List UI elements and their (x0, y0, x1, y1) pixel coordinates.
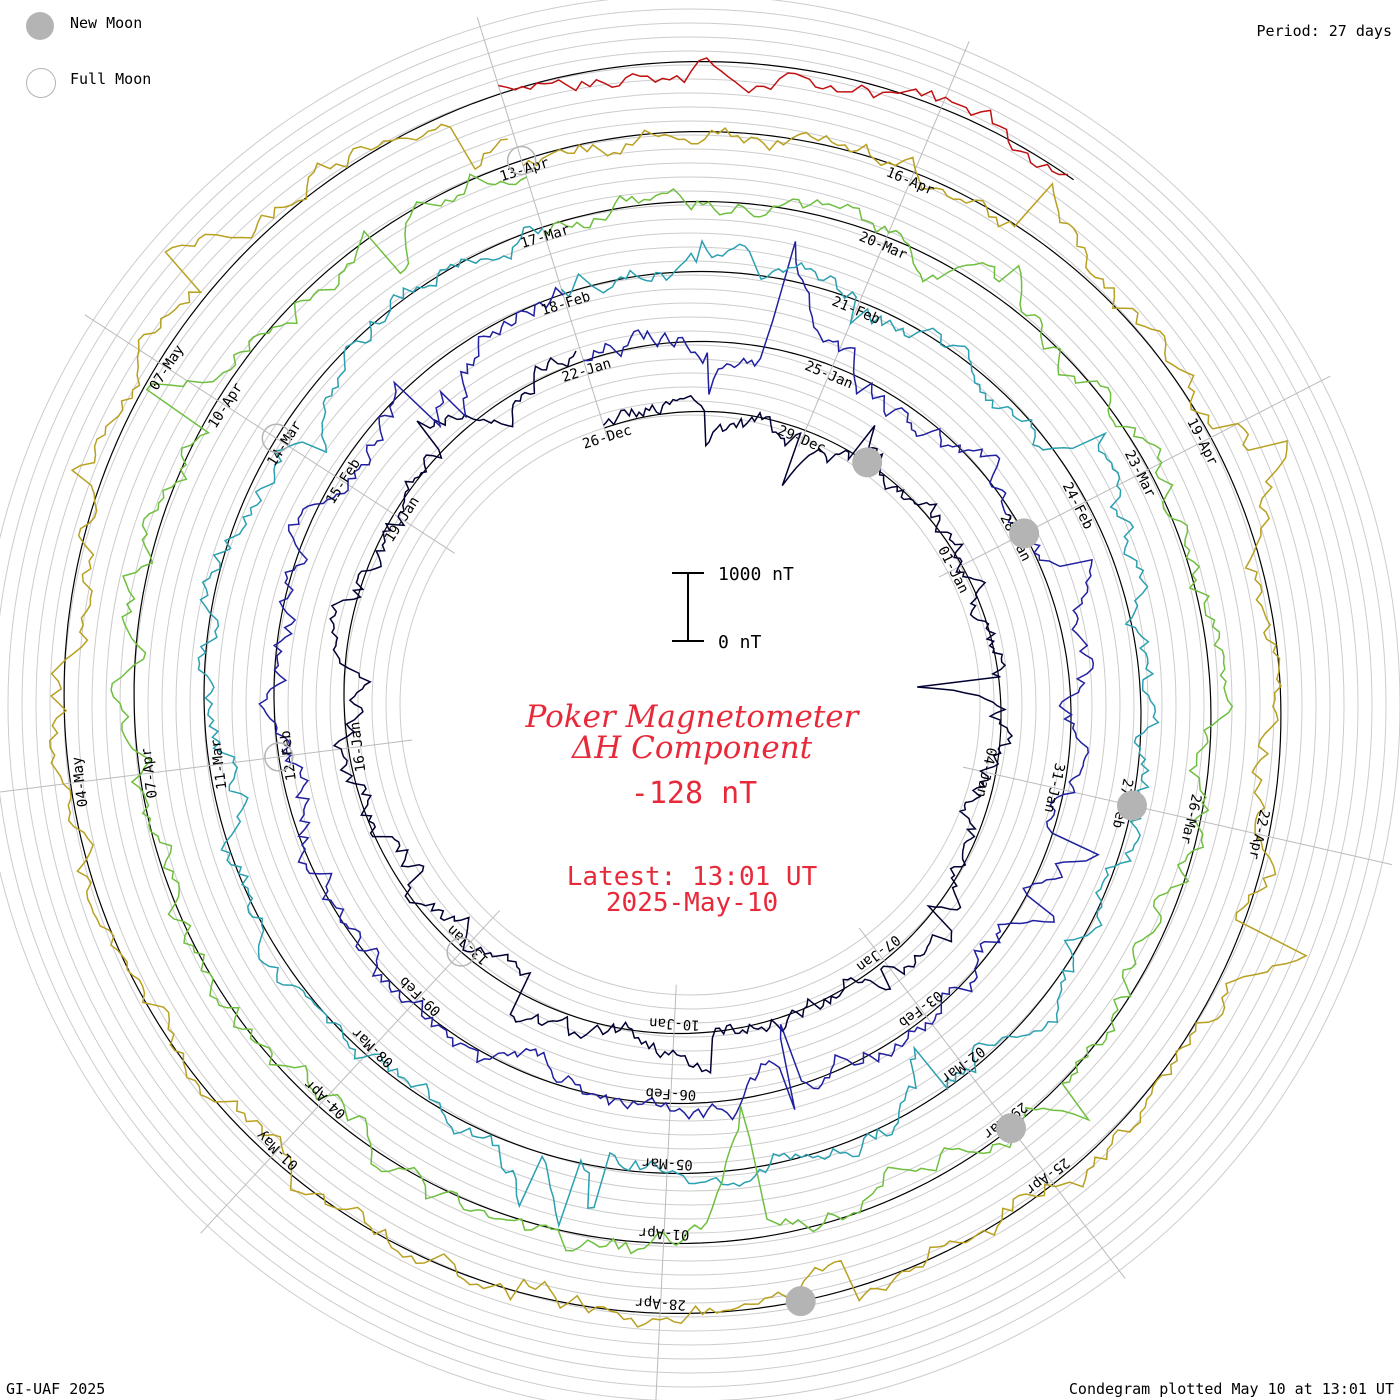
date-label: 12-Feb (278, 730, 300, 782)
new-moon-marker (1009, 518, 1040, 549)
grid-spoke (0, 739, 413, 793)
baseline-spiral (63, 61, 1282, 1314)
date-label: 10-Jan (649, 1014, 700, 1032)
series-line-2 (258, 241, 1100, 1121)
series-line-6 (498, 57, 1069, 176)
grid-spoke (962, 766, 1393, 866)
date-label: 29-Dec (775, 423, 828, 457)
legend-full-moon: Full Moon (26, 68, 151, 98)
date-label: 01-Apr (638, 1224, 689, 1242)
series-line-5 (48, 123, 1308, 1328)
full-moon-marker (506, 145, 537, 176)
grid-spoke (200, 910, 501, 1234)
grid-spoke (476, 17, 608, 438)
series-line-1 (329, 350, 1014, 1075)
grid-circle (357, 372, 1023, 1038)
grid-circle (77, 92, 1303, 1318)
date-label: 06-Feb (645, 1084, 696, 1102)
date-label: 01-Jan (934, 544, 971, 596)
grid-spoke (938, 375, 1331, 578)
scale-bar-top-label: 1000 nT (718, 564, 794, 585)
grid-circle (7, 22, 1373, 1388)
legend-new-moon: New Moon (26, 12, 142, 40)
new-moon-icon (26, 12, 54, 40)
grid-circle (175, 190, 1205, 1220)
grid-circle (399, 414, 981, 996)
grid-circle (49, 64, 1331, 1346)
date-label: 25-Apr (1022, 1154, 1072, 1197)
center-title-block: Poker Magnetometer ΔH Component -128 nT … (525, 699, 861, 918)
grid-circle (21, 36, 1359, 1374)
current-value: -128 nT (631, 776, 757, 811)
date-label: 16-Apr (884, 164, 937, 198)
date-label: 01-May (254, 1127, 302, 1173)
latest-date: 2025-May-10 (606, 888, 778, 918)
date-label: 03-Feb (895, 987, 945, 1030)
date-label: 11-Mar (208, 738, 230, 790)
date-label: 16-Jan (347, 721, 369, 773)
series-layer (48, 57, 1308, 1328)
scale-bar: 1000 nT 0 nT (672, 564, 794, 653)
date-label: 09-Feb (396, 973, 444, 1019)
date-label: 02-Mar (938, 1043, 988, 1086)
date-label: 04-May (69, 756, 91, 808)
footer-plotted: Condegram plotted May 10 at 13:01 UT (1068, 1380, 1394, 1398)
legend-full-moon-label: Full Moon (70, 70, 152, 88)
footer-credit: GI-UAF 2025 (6, 1380, 106, 1398)
grid-circle (0, 8, 1387, 1400)
grid-spoke (858, 927, 1126, 1279)
grid-circle (385, 400, 995, 1010)
full-moon-marker (446, 937, 476, 967)
legend-new-moon-label: New Moon (70, 14, 143, 32)
new-moon-marker (1117, 790, 1147, 821)
date-label: 04-Jan (972, 746, 999, 799)
grid-spoke (798, 41, 970, 448)
grid-circle (231, 246, 1149, 1164)
date-label: 25-Jan (802, 358, 855, 392)
full-moon-icon (26, 68, 56, 98)
scale-bar-bottom-label: 0 nT (718, 632, 762, 653)
date-label: 08-Mar (349, 1024, 397, 1070)
full-moon-marker (264, 742, 294, 772)
series-line-4 (110, 173, 1234, 1255)
grid-spoke (84, 314, 455, 554)
series-line-3 (197, 225, 1160, 1229)
period-label: Period: 27 days (1256, 22, 1392, 40)
date-label: 04-Apr (301, 1076, 349, 1122)
date-label: 28-Apr (635, 1294, 686, 1312)
grid-circle (315, 330, 1065, 1080)
grid-circle (35, 50, 1345, 1360)
date-label: 07-Apr (139, 747, 161, 799)
grid-spoke (655, 984, 677, 1400)
chart-subtitle: ΔH Component (571, 730, 813, 766)
grid-circle (189, 204, 1191, 1206)
date-label: 05-Mar (642, 1154, 693, 1172)
latest-time: Latest: 13:01 UT (567, 862, 818, 892)
grid-circle (245, 260, 1135, 1150)
moon-layer (261, 145, 1147, 1317)
new-moon-marker (785, 1286, 816, 1317)
grid-circle (161, 176, 1219, 1234)
grid-circle (329, 344, 1051, 1066)
new-moon-marker (996, 1113, 1026, 1144)
grid-circle (301, 316, 1079, 1094)
grid-circle (217, 232, 1163, 1178)
grid-circle (91, 106, 1289, 1304)
grid-circle (371, 386, 1009, 1024)
full-moon-marker (261, 423, 292, 454)
grid-circle (287, 302, 1093, 1108)
new-moon-marker (852, 447, 883, 478)
chart-title: Poker Magnetometer (525, 699, 861, 735)
